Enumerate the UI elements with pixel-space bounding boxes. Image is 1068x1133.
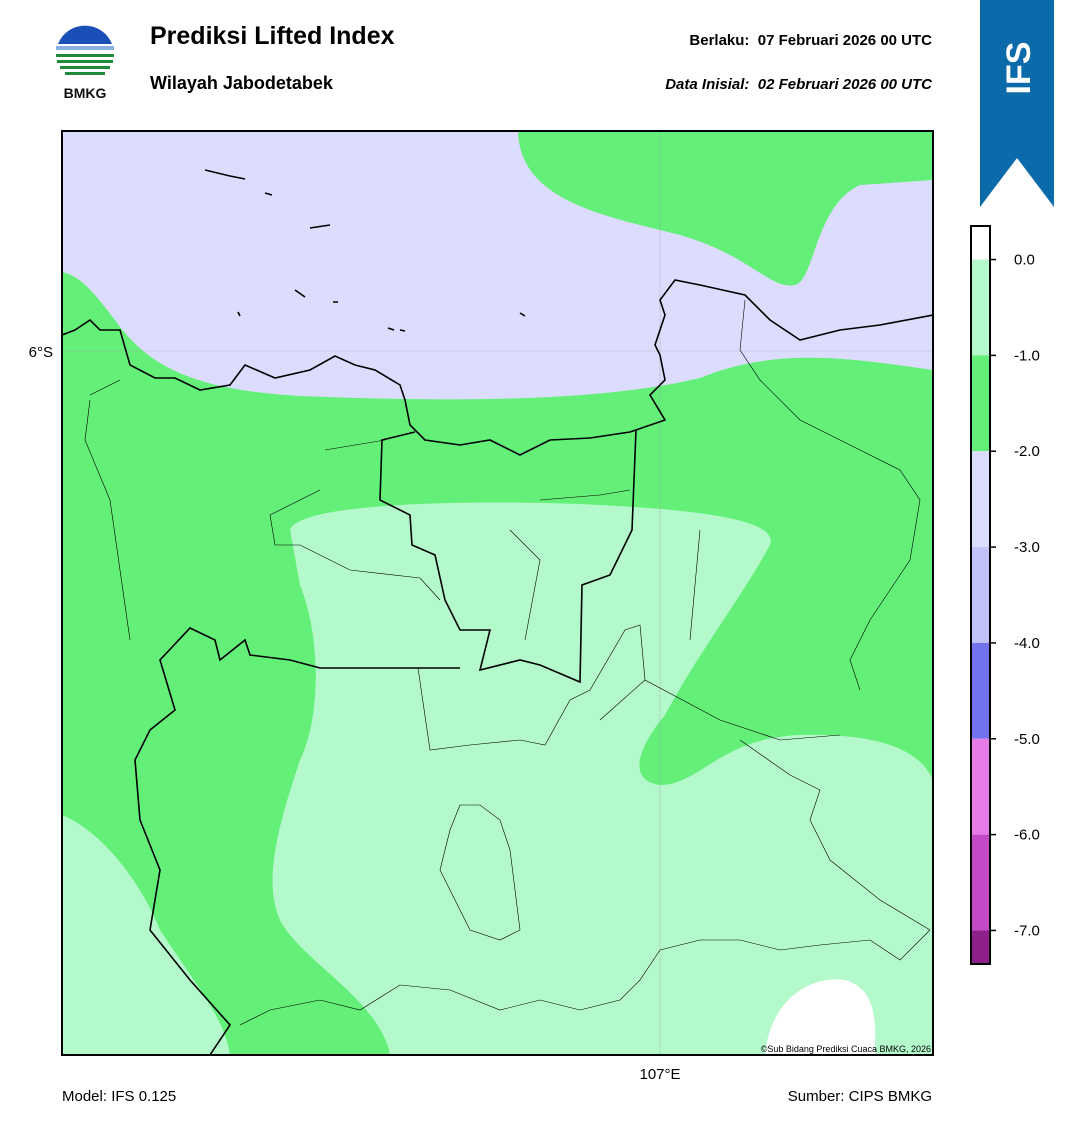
credit: ©Sub Bidang Prediksi Cuaca BMKG, 2026	[761, 1044, 931, 1054]
colorbar-tick-label: -2.0	[1014, 443, 1040, 460]
colorbar-segment	[971, 355, 990, 452]
colorbar-tick-label: -1.0	[1014, 347, 1040, 364]
colorbar-tick-label: -3.0	[1014, 539, 1040, 556]
title: Prediksi Lifted Index	[150, 22, 395, 50]
colorbar-segment	[971, 226, 990, 260]
model: Model: IFS 0.125	[62, 1088, 176, 1105]
valid-time: Berlaku: 07 Februari 2026 00 UTC	[689, 32, 932, 49]
colorbar-frame	[970, 225, 991, 965]
colorbar-segment	[971, 259, 990, 356]
badge	[980, 0, 1054, 207]
colorbar-tick-label: -4.0	[1014, 635, 1040, 652]
colorbar-segment	[971, 834, 990, 931]
badge-text: IFS	[1000, 42, 1038, 95]
init-time: Data Inisial: 02 Februari 2026 00 UTC	[665, 76, 933, 93]
colorbar-segment	[971, 451, 990, 548]
logo-text: BMKG	[64, 85, 107, 101]
colorbar-segment	[971, 642, 990, 739]
colorbar-tick-label: -5.0	[1014, 731, 1040, 748]
map	[62, 131, 933, 1055]
source: Sumber: CIPS BMKG	[788, 1088, 932, 1105]
colorbar-segment	[971, 547, 990, 643]
colorbar-tick-label: -6.0	[1014, 827, 1040, 844]
colorbar-tick-label: -7.0	[1014, 922, 1040, 939]
lon-label: 107°E	[639, 1066, 680, 1083]
lat-label: 6°S	[29, 344, 53, 361]
subtitle: Wilayah Jabodetabek	[150, 73, 334, 93]
map-frame	[61, 130, 934, 1056]
colorbar-segment	[971, 738, 990, 835]
logo: BMKG	[55, 25, 115, 101]
colorbar-segment	[971, 930, 990, 964]
colorbar: 0.0 -1.0 -2.0 -3.0 -4.0 -5.0 -6.0 -7.0	[970, 225, 1040, 965]
colorbar-tick-label: 0.0	[1014, 252, 1035, 269]
